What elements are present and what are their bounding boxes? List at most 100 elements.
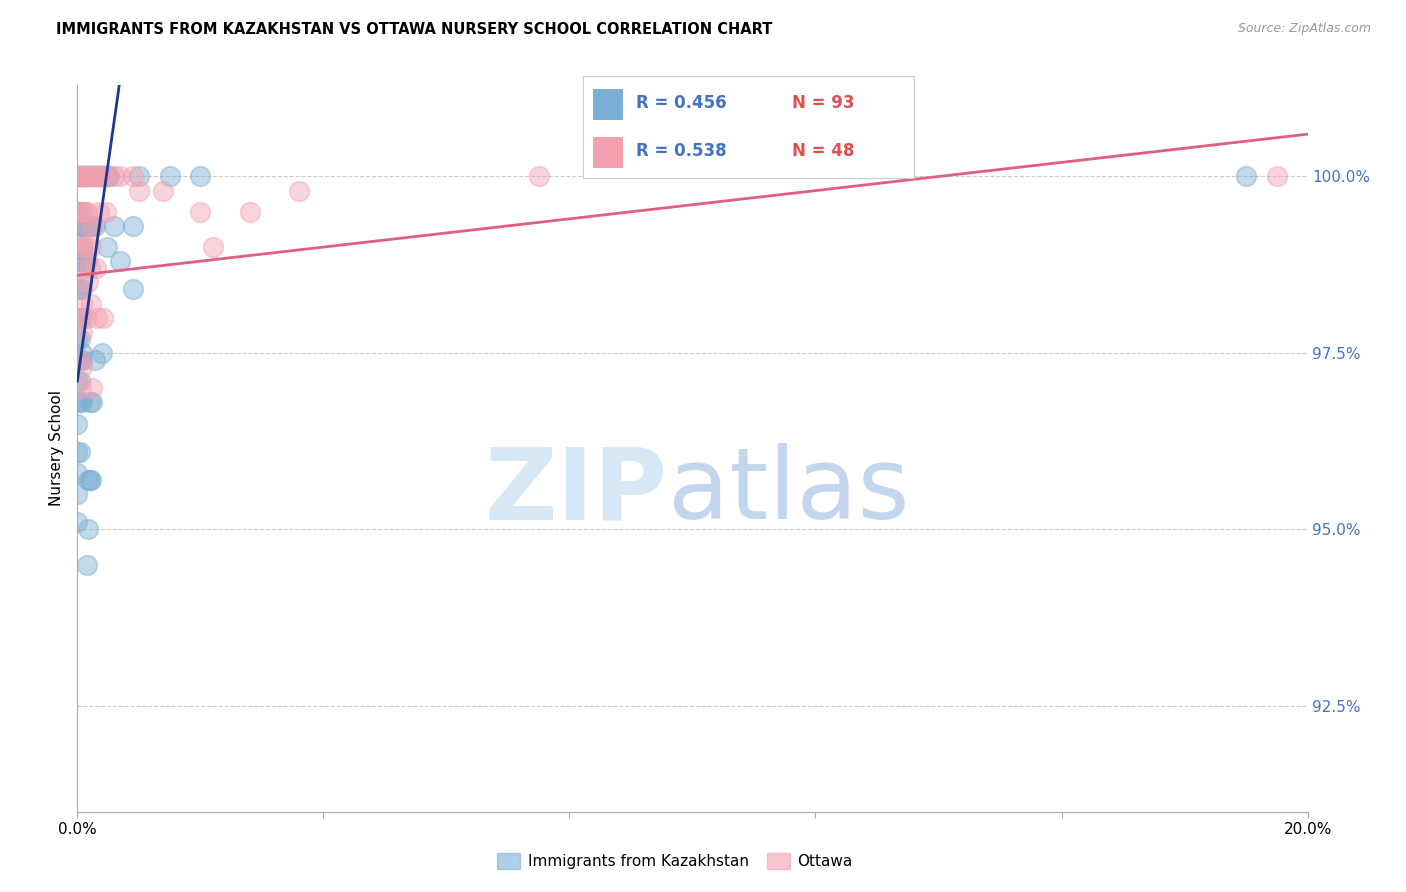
Point	[77, 169, 100, 184]
Point	[288, 184, 311, 198]
Point	[94, 169, 117, 184]
Point	[76, 254, 98, 268]
Point	[70, 254, 93, 268]
Point	[87, 169, 110, 184]
Point	[66, 254, 89, 268]
Point	[121, 219, 143, 233]
Point	[76, 169, 98, 184]
Point	[69, 353, 91, 368]
Point	[79, 219, 101, 233]
Point	[82, 395, 104, 409]
Point	[121, 169, 143, 184]
Point	[1265, 169, 1288, 184]
Point	[90, 169, 112, 184]
Point	[90, 169, 114, 184]
Point	[94, 169, 117, 184]
Point	[76, 558, 98, 572]
Point	[70, 381, 93, 395]
Point	[66, 444, 89, 458]
Point	[73, 219, 96, 233]
Point	[75, 169, 97, 184]
Point	[93, 169, 115, 184]
Point	[73, 169, 96, 184]
Bar	[593, 89, 623, 120]
Point	[69, 204, 91, 219]
Point	[70, 276, 93, 290]
Point	[79, 169, 101, 184]
Point	[69, 395, 91, 409]
Text: IMMIGRANTS FROM KAZAKHSTAN VS OTTAWA NURSERY SCHOOL CORRELATION CHART: IMMIGRANTS FROM KAZAKHSTAN VS OTTAWA NUR…	[56, 22, 773, 37]
Point	[66, 282, 89, 296]
Point	[67, 204, 90, 219]
Point	[73, 254, 96, 268]
Point	[66, 516, 89, 530]
Point	[82, 219, 104, 233]
Point	[70, 395, 93, 409]
Point	[66, 417, 89, 431]
Point	[66, 374, 89, 388]
Point	[1234, 169, 1257, 184]
Point	[70, 240, 93, 254]
Point	[70, 219, 93, 233]
Point	[103, 219, 125, 233]
Text: atlas: atlas	[668, 443, 910, 541]
Point	[69, 310, 91, 325]
Text: N = 93: N = 93	[792, 94, 855, 112]
Point	[83, 169, 105, 184]
Point	[72, 169, 94, 184]
Point	[70, 360, 93, 375]
Point	[73, 204, 96, 219]
Point	[66, 466, 89, 480]
Point	[84, 169, 107, 184]
Point	[66, 395, 89, 409]
Point	[67, 169, 90, 184]
Point	[76, 240, 98, 254]
Point	[79, 395, 101, 409]
Legend: Immigrants from Kazakhstan, Ottawa: Immigrants from Kazakhstan, Ottawa	[491, 847, 859, 875]
Text: R = 0.538: R = 0.538	[637, 142, 727, 161]
Point	[69, 374, 91, 388]
Point	[70, 296, 93, 310]
Point	[66, 219, 89, 233]
Text: ZIP: ZIP	[485, 443, 668, 541]
Point	[96, 240, 118, 254]
Text: Source: ZipAtlas.com: Source: ZipAtlas.com	[1237, 22, 1371, 36]
Point	[128, 184, 150, 198]
Y-axis label: Nursery School: Nursery School	[49, 390, 65, 507]
Point	[66, 204, 89, 219]
Point	[94, 204, 117, 219]
Point	[98, 169, 121, 184]
Point	[77, 473, 100, 487]
Point	[82, 219, 104, 233]
Point	[201, 240, 224, 254]
Point	[66, 353, 89, 368]
Point	[66, 487, 89, 501]
Point	[82, 169, 104, 184]
Point	[70, 204, 93, 219]
Point	[152, 184, 174, 198]
Point	[110, 254, 132, 268]
Point	[80, 240, 103, 254]
Point	[72, 240, 94, 254]
Point	[69, 332, 91, 346]
Point	[69, 310, 91, 325]
Point	[77, 276, 100, 290]
Point	[69, 282, 91, 296]
Point	[70, 310, 93, 325]
Point	[80, 296, 103, 310]
Point	[69, 219, 91, 233]
Point	[75, 310, 97, 325]
Point	[70, 282, 93, 296]
Point	[70, 169, 93, 184]
Point	[91, 169, 114, 184]
Point	[89, 169, 111, 184]
Point	[82, 169, 104, 184]
Text: R = 0.456: R = 0.456	[637, 94, 727, 112]
Point	[76, 219, 98, 233]
Point	[121, 282, 143, 296]
Point	[83, 219, 105, 233]
Point	[70, 346, 93, 360]
Point	[527, 169, 550, 184]
Point	[66, 310, 89, 325]
Point	[89, 204, 111, 219]
